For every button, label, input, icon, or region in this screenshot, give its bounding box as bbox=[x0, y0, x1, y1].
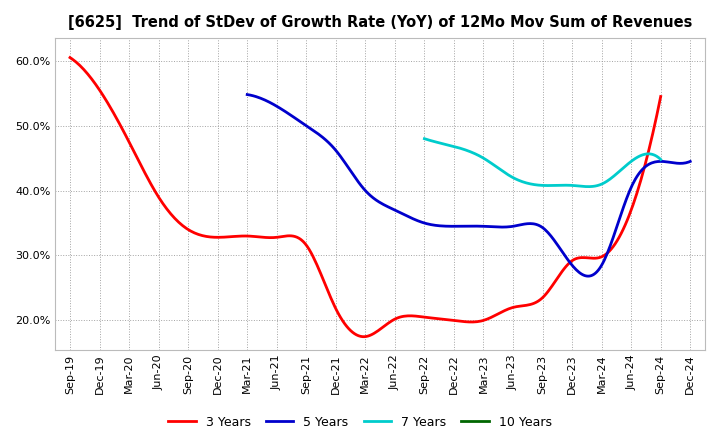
Legend: 3 Years, 5 Years, 7 Years, 10 Years: 3 Years, 5 Years, 7 Years, 10 Years bbox=[163, 411, 557, 434]
Title: [6625]  Trend of StDev of Growth Rate (YoY) of 12Mo Mov Sum of Revenues: [6625] Trend of StDev of Growth Rate (Yo… bbox=[68, 15, 693, 30]
